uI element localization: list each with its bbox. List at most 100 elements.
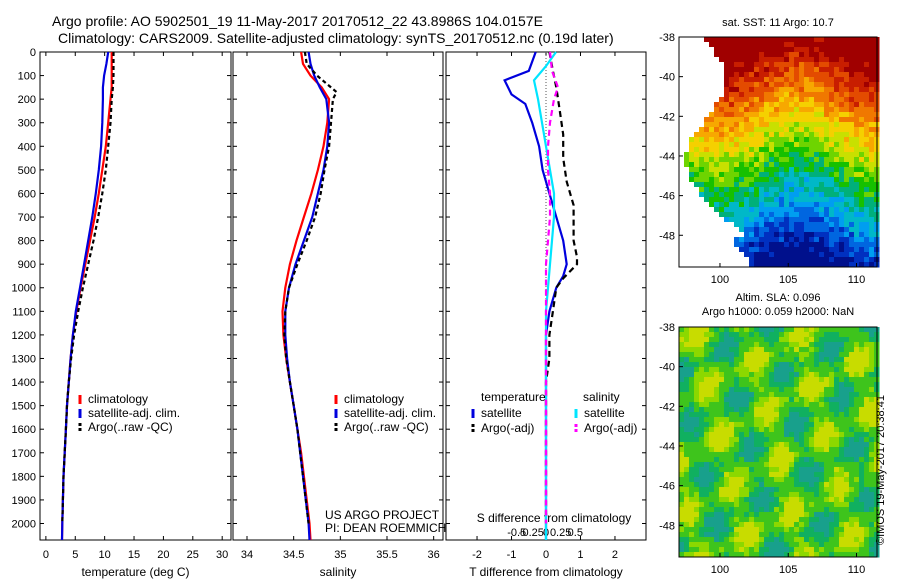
map-cell (784, 227, 790, 233)
map-cell (719, 47, 725, 53)
map-cell (759, 332, 765, 338)
map-cell (789, 502, 795, 508)
map-cell (844, 57, 850, 63)
map-cell (829, 532, 835, 538)
map-cell (859, 507, 865, 513)
map-cell (754, 232, 760, 238)
map-cell (739, 72, 745, 78)
map-cell (694, 227, 700, 233)
map-cell (869, 247, 875, 253)
map-cell (769, 87, 775, 93)
map-cell (754, 137, 760, 143)
map-cell (789, 382, 795, 388)
map-cell (834, 152, 840, 158)
map-cell (684, 487, 690, 493)
map-cell (704, 342, 710, 348)
map-cell (709, 392, 715, 398)
map-cell (779, 427, 785, 433)
map-cell (694, 482, 700, 488)
map-cell (864, 407, 870, 413)
map-cell (864, 442, 870, 448)
map-cell (819, 342, 825, 348)
map-cell (849, 227, 855, 233)
map-cell (754, 62, 760, 68)
map-cell (779, 542, 785, 548)
map-cell (844, 132, 850, 138)
map-cell (729, 157, 735, 163)
map-cell (844, 482, 850, 488)
x-tick-label: 1 (577, 549, 583, 561)
map-cell (694, 447, 700, 453)
map-cell (774, 107, 780, 113)
map-cell (839, 502, 845, 508)
map-cell (709, 402, 715, 408)
map-cell (744, 87, 750, 93)
map-cell (794, 402, 800, 408)
map-cell (724, 72, 730, 78)
y-tick-label: 1300 (12, 353, 36, 365)
map-cell (829, 347, 835, 353)
map-cell (679, 252, 685, 258)
map-cell (774, 457, 780, 463)
map-cell (814, 337, 820, 343)
map-cell (784, 122, 790, 128)
map-cell (824, 367, 830, 373)
map-cell (749, 547, 755, 553)
map-cell (779, 117, 785, 123)
map-cell (709, 492, 715, 498)
map-cell (839, 387, 845, 393)
map-cell (844, 92, 850, 98)
map-cell (779, 482, 785, 488)
map-cell (699, 402, 705, 408)
map-cell (749, 552, 755, 558)
map-cell (709, 167, 715, 173)
map-cell (749, 107, 755, 113)
map-cell (779, 382, 785, 388)
map-cell (784, 187, 790, 193)
map-cell (749, 122, 755, 128)
map-cell (814, 502, 820, 508)
map-cell (764, 497, 770, 503)
map-cell (864, 257, 870, 263)
map-cell (754, 327, 760, 333)
map-cell (869, 77, 875, 83)
map-cell (789, 377, 795, 383)
map-cell (719, 177, 725, 183)
map-cell (829, 427, 835, 433)
map-cell (829, 552, 835, 558)
map-cell (759, 127, 765, 133)
map-cell (849, 372, 855, 378)
map-cell (769, 367, 775, 373)
map-cell (729, 147, 735, 153)
map-cell (809, 527, 815, 533)
map-cell (754, 507, 760, 513)
map-cell (759, 392, 765, 398)
map-cell (764, 367, 770, 373)
map-cell (869, 487, 875, 493)
map-cell (724, 332, 730, 338)
map-cell (689, 392, 695, 398)
map-cell (859, 182, 865, 188)
map-cell (804, 52, 810, 58)
map-cell (719, 147, 725, 153)
map-cell (849, 437, 855, 443)
map-cell (759, 97, 765, 103)
map-cell (809, 222, 815, 228)
map-cell (814, 242, 820, 248)
map-cell (869, 517, 875, 523)
map-cell (714, 407, 720, 413)
map-cell (804, 192, 810, 198)
map-cell (819, 327, 825, 333)
map-cell (724, 482, 730, 488)
map-cell (729, 132, 735, 138)
map-cell (859, 472, 865, 478)
map-cell (809, 157, 815, 163)
map-cell (679, 347, 685, 353)
map-cell (779, 172, 785, 178)
map-cell (819, 397, 825, 403)
map-cell (824, 72, 830, 78)
map-cell (869, 507, 875, 513)
map-cell (779, 107, 785, 113)
map-cell (684, 212, 690, 218)
